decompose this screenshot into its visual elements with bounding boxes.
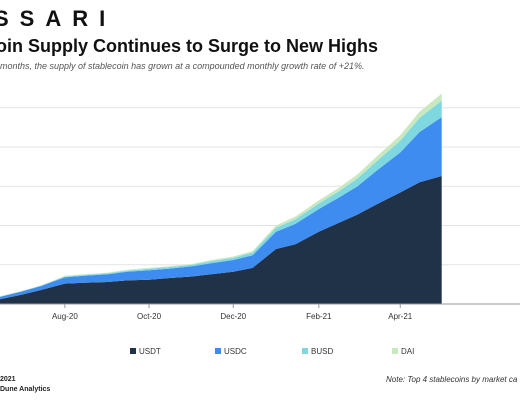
stacked-area-chart: Aug-20 Oct-20 Dec-20 Feb-21 Apr-21 USDT USDC B…	[0, 93, 520, 356]
chart-subtitle: months, the supply of stablecoin has gro…	[0, 61, 365, 71]
x-axis: Aug-20 Oct-20 Dec-20 Feb-21 Apr-21	[0, 303, 520, 321]
area-usdt	[0, 176, 442, 304]
legend-label-usdc: USDC	[224, 347, 247, 356]
chart-title: oin Supply Continues to Surge to New Hig…	[0, 36, 378, 56]
footer-date: 2021	[0, 376, 16, 383]
legend-swatch-usdt	[130, 348, 136, 354]
legend-swatch-dai	[392, 348, 398, 354]
x-tick-label: Oct-20	[137, 312, 162, 321]
legend: USDT USDC BUSD DAI	[130, 347, 414, 356]
x-tick-label: Dec-20	[220, 312, 246, 321]
footer-source: Dune Analytics	[0, 386, 51, 393]
legend-label-busd: BUSD	[311, 347, 333, 356]
legend-swatch-busd	[302, 348, 308, 354]
x-tick-label: Feb-21	[306, 312, 332, 321]
area-usdc	[0, 117, 442, 300]
x-tick-label: Apr-21	[388, 312, 413, 321]
x-tick-label: Aug-20	[52, 312, 78, 321]
brand-logo: SSARI	[0, 6, 117, 31]
legend-label-usdt: USDT	[139, 347, 161, 356]
legend-label-dai: DAI	[401, 347, 414, 356]
footer-note: Note: Top 4 stablecoins by market ca	[386, 375, 518, 384]
legend-swatch-usdc	[215, 348, 221, 354]
series-areas	[0, 93, 442, 304]
